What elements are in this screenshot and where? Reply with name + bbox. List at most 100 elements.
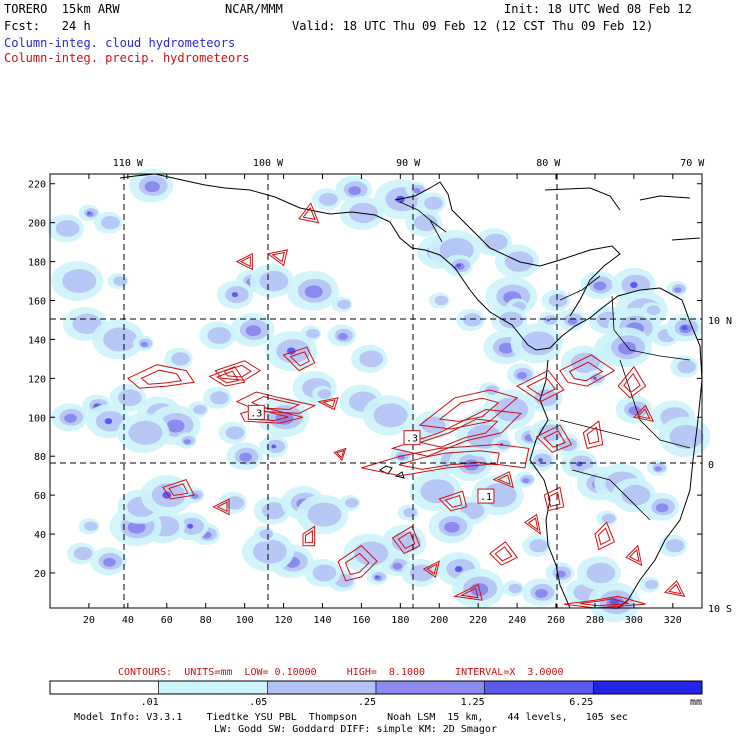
cloud-blob-core — [424, 196, 443, 210]
latitude-label: 10 N — [708, 316, 732, 327]
cloud-blob-peak — [654, 466, 662, 472]
precip-contour-inner — [526, 376, 557, 397]
cloud-blob-core — [499, 311, 524, 329]
cloud-blob-max — [546, 318, 551, 322]
precip-contour — [317, 397, 339, 411]
precip-contour — [453, 583, 483, 601]
cloud-blob-core — [84, 521, 98, 532]
init-time: Init: 18 UTC Wed 08 Feb 12 — [504, 2, 692, 16]
cloud-blob-core — [494, 397, 529, 422]
y-tick-label: 140 — [28, 335, 46, 346]
precip-contour-inner — [547, 491, 561, 508]
precip-contour-inner — [239, 256, 251, 268]
precip-contour — [208, 366, 246, 387]
x-tick-label: 140 — [313, 615, 331, 626]
cloud-blob-peak — [183, 439, 191, 445]
precip-contour-inner — [628, 548, 640, 563]
cloud-blob-core — [344, 498, 359, 508]
cloud-blob-max — [375, 575, 379, 579]
cloud-blob-peak — [535, 588, 548, 598]
colorbar-label: .25 — [358, 697, 376, 708]
cloud-blob-core — [677, 360, 696, 374]
cloud-blob-core — [210, 391, 229, 405]
precip-contour-inner — [668, 583, 682, 595]
precip-contour-inner — [140, 369, 183, 385]
precip-contour-inner — [497, 474, 511, 486]
colorbar-segment — [484, 680, 594, 695]
cloud-blob-core — [259, 270, 289, 292]
cloud-blob-core — [193, 404, 207, 415]
x-tick-label: 180 — [391, 615, 409, 626]
precip-contour — [162, 478, 195, 500]
x-tick-label: 160 — [352, 615, 370, 626]
precip-contour — [563, 595, 646, 609]
y-tick-label: 40 — [34, 530, 46, 541]
precip-contour-inner — [636, 408, 651, 420]
cloud-blob-max — [454, 566, 463, 573]
contour-info: CONTOURS: UNITS=mm LOW= 0.10000 HIGH= 8.… — [118, 667, 564, 678]
y-tick-label: 180 — [28, 258, 46, 269]
cloud-blob-peak — [127, 520, 146, 534]
precip-contour — [333, 447, 347, 462]
x-tick-label: 200 — [430, 615, 448, 626]
precip-contour — [302, 525, 316, 547]
cloud-blob-core — [420, 479, 455, 504]
cloud-blob-core — [225, 496, 245, 510]
x-tick-label: 40 — [122, 615, 134, 626]
precip-contour-inner — [271, 251, 285, 263]
latitude-label: 10 S — [708, 604, 732, 615]
cloud-blob-core — [644, 579, 659, 590]
precip-contour-inner — [398, 450, 500, 470]
cloud-blob-core — [319, 192, 338, 206]
precip-contour-inner — [459, 587, 479, 599]
cloud-blob-peak — [517, 371, 527, 379]
cloud-hydrometeor-shading — [47, 168, 711, 623]
coastline-central-america-caribbean — [394, 181, 621, 317]
x-tick-label: 240 — [508, 615, 526, 626]
cloud-blob-core — [403, 507, 417, 518]
y-tick-label: 160 — [28, 297, 46, 308]
precip-contour-inner — [568, 361, 604, 382]
cloud-blob-core — [252, 539, 287, 564]
cloud-blob-max — [681, 325, 688, 331]
precip-contour — [235, 252, 253, 271]
model-name: TORERO 15km ARW — [4, 2, 120, 16]
contour-label: .3 — [406, 434, 418, 445]
cloud-blob-core — [538, 424, 563, 442]
cloud-blob-peak — [140, 341, 149, 347]
model-info: Model Info: V3.3.1 Tiedtke YSU PBL Thomp… — [74, 712, 628, 723]
precip-contour-inner — [216, 501, 228, 513]
cloud-blob-core — [548, 293, 568, 308]
precip-contour-inner — [426, 563, 438, 575]
cloud-blob-core — [73, 546, 93, 561]
precip-contour-inner — [321, 399, 336, 408]
cloud-blob-peak — [245, 325, 262, 337]
cloud-blob-core — [669, 424, 704, 449]
colorbar-unit: mm — [690, 697, 702, 708]
cloud-blob-core — [485, 385, 499, 395]
cloud-blob-peak — [498, 342, 515, 354]
cloud-blob-peak — [191, 493, 199, 499]
lat-lon-grid — [50, 174, 702, 608]
precip-contour — [524, 513, 542, 536]
precip-contour — [126, 364, 195, 389]
longitude-label: 70 W — [680, 158, 705, 169]
cloud-blob-core — [529, 539, 548, 553]
forecast-hour: Fcst: 24 h — [4, 19, 91, 33]
longitude-label: 100 W — [253, 158, 284, 169]
cloud-blob-core — [421, 416, 446, 434]
precip-contour — [559, 354, 616, 387]
colorbar-label: 6.25 — [569, 697, 593, 708]
cloud-blob-core — [534, 389, 559, 407]
precip-hydrometeor-contours — [126, 202, 686, 609]
cloud-blob-core — [225, 426, 245, 440]
cloud-blob-core — [601, 513, 616, 524]
x-tick-label: 20 — [83, 615, 95, 626]
cloud-blob-core — [317, 389, 332, 399]
colorbar-segment — [593, 680, 703, 695]
coastline-layer — [119, 173, 703, 609]
cloud-blob-peak — [655, 503, 669, 513]
precip-contour — [625, 544, 643, 567]
precip-contour-inner — [623, 372, 641, 394]
